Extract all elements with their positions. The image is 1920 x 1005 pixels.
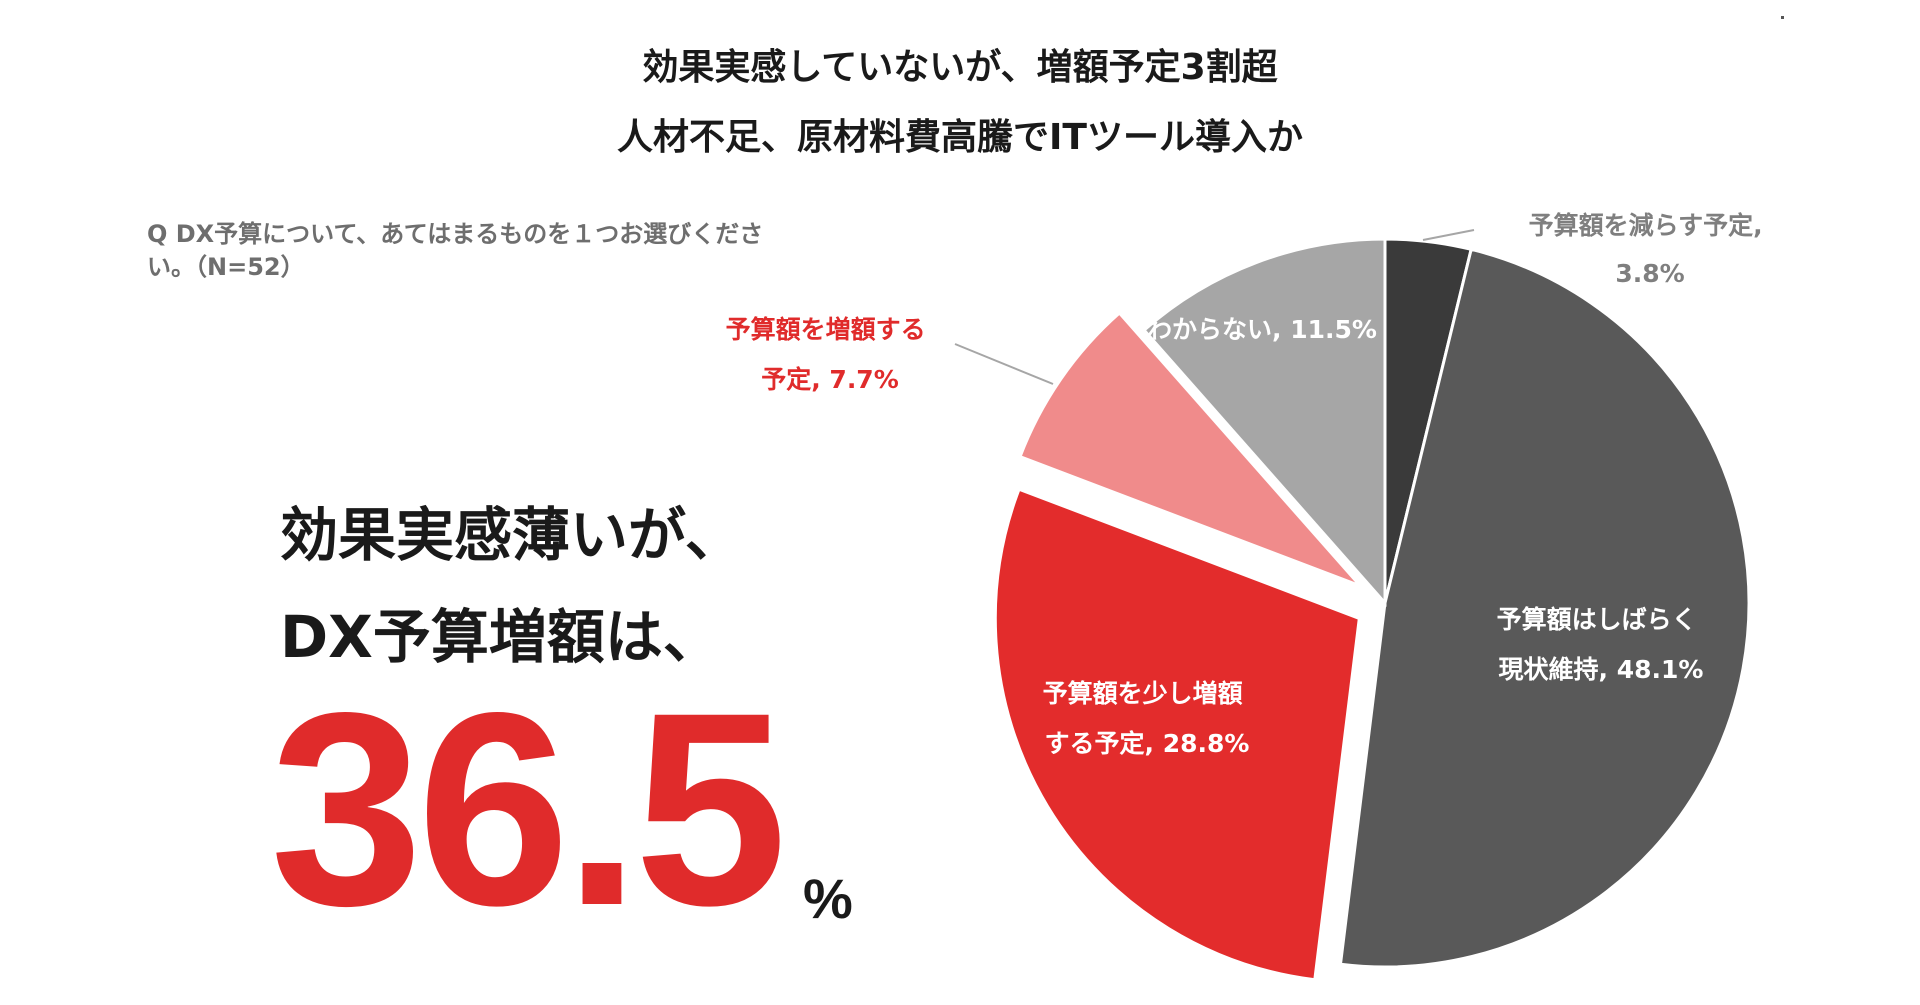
slice-label-slight-increase: 予算額を少し増額 する予定, 28.8% xyxy=(1043,679,1252,758)
message-line-2: DX予算増額は、 xyxy=(280,603,721,671)
slice-label-decrease-line2: 3.8% xyxy=(1615,259,1684,288)
slice-label-unknown-line1: わからない, 11.5% xyxy=(1147,315,1377,344)
corner-dot xyxy=(1781,16,1784,19)
slice-label-maintain: 予算額はしばらく 現状維持, 48.1% xyxy=(1497,605,1706,684)
slice-label-increase: 予算額を増額する 予定, 7.7% xyxy=(726,315,935,394)
slice-label-increase-line1: 予算額を増額する xyxy=(726,315,926,344)
message-line-1: 効果実感薄いが、 xyxy=(280,501,743,569)
leader-line-increase xyxy=(954,343,1054,385)
slice-label-unknown: わからない, 11.5% xyxy=(1147,315,1377,344)
highlight-unit: % xyxy=(803,867,853,930)
slice-label-decrease: 予算額を減らす予定, 3.8% xyxy=(1529,211,1772,288)
slice-label-maintain-line2: 現状維持, 48.1% xyxy=(1499,655,1704,684)
pie-slices xyxy=(993,237,1751,982)
slice-label-decrease-line1: 予算額を減らす予定, xyxy=(1529,211,1763,240)
pie-slice-slight-increase xyxy=(993,487,1361,982)
pie-slice-unknown xyxy=(1141,237,1387,607)
leader-lines xyxy=(954,229,1475,385)
survey-question: Q DX予算について、あてはまるものを１つお選びください。（N=52） xyxy=(147,220,764,281)
slice-label-maintain-line1: 予算額はしばらく xyxy=(1497,605,1697,634)
slice-label-slight-increase-line1: 予算額を少し増額 xyxy=(1043,679,1243,708)
headline-line-1: 効果実感していないが、増額予定3割超 xyxy=(642,47,1278,88)
pie-slice-increase xyxy=(1018,310,1362,588)
leader-line-decrease xyxy=(1422,229,1475,241)
headline-line-2: 人材不足、原材料費高騰でITツール導入か xyxy=(617,117,1303,158)
slice-label-increase-line2: 予定, 7.7% xyxy=(761,365,899,394)
highlight-value: 36.5 xyxy=(270,656,787,963)
pie-slice-maintain xyxy=(1338,247,1751,969)
slice-label-slight-increase-line2: する予定, 28.8% xyxy=(1045,729,1250,758)
